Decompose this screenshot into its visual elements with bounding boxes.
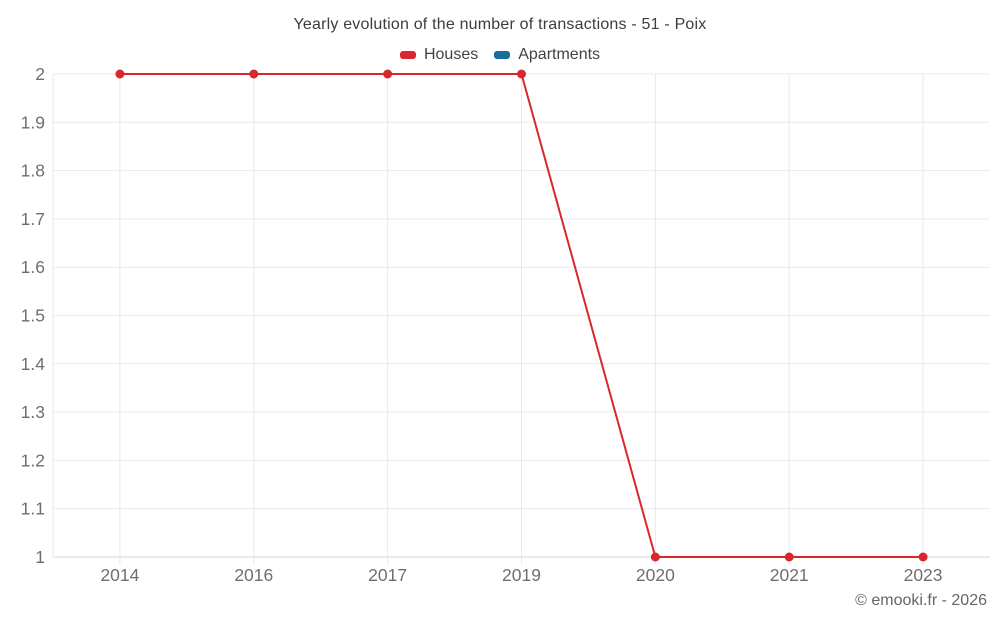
houses-series-swatch-icon	[399, 51, 416, 59]
svg-text:1.5: 1.5	[21, 306, 45, 326]
legend-item-apartments[interactable]: Apartments	[494, 46, 600, 64]
svg-text:1.3: 1.3	[21, 402, 45, 422]
svg-text:1.9: 1.9	[21, 112, 45, 132]
svg-text:2017: 2017	[368, 565, 407, 585]
apartments-series-swatch-icon	[494, 51, 511, 59]
chart-legend: Houses Apartments	[0, 46, 1000, 64]
svg-text:1.6: 1.6	[21, 257, 45, 277]
svg-text:1: 1	[35, 547, 45, 567]
legend-label-houses: Houses	[423, 46, 479, 63]
svg-text:2023: 2023	[904, 565, 943, 585]
svg-text:2021: 2021	[770, 565, 809, 585]
svg-text:1.1: 1.1	[21, 499, 45, 519]
svg-text:2020: 2020	[636, 565, 675, 585]
svg-text:1.8: 1.8	[21, 161, 45, 181]
legend-label-apartments: Apartments	[518, 46, 601, 63]
svg-text:2: 2	[35, 64, 45, 84]
svg-text:1.7: 1.7	[21, 209, 45, 229]
svg-text:2019: 2019	[502, 565, 541, 585]
svg-text:2016: 2016	[234, 565, 273, 585]
chart-title: Yearly evolution of the number of transa…	[293, 16, 707, 33]
svg-text:2014: 2014	[100, 565, 139, 585]
svg-text:1.4: 1.4	[21, 354, 46, 374]
copyright-footer: © emooki.fr - 2026	[855, 592, 987, 609]
svg-text:1.2: 1.2	[21, 450, 45, 470]
legend-item-houses[interactable]: Houses	[399, 46, 479, 64]
